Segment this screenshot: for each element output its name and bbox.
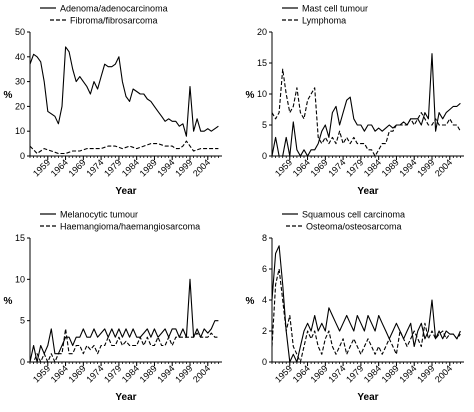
chart-2-x-axis-label: Year — [357, 186, 378, 197]
chart-3-legend-label-1: Melanocytic tumour — [60, 210, 138, 220]
chart-1-y-tick-label: 10 — [15, 126, 25, 136]
chart-4-x-tick-label: 1979 — [344, 363, 365, 384]
chart-3-x-tick-label: 1989 — [138, 363, 159, 384]
chart-2-legend-label-2: Lymphoma — [302, 16, 346, 26]
chart-4-x-tick-label: 1994 — [397, 363, 418, 384]
chart-1-x-tick-label: 2004 — [191, 157, 212, 178]
chart-1-x-axis-label: Year — [115, 186, 136, 197]
chart-2-x-tick-label: 1989 — [380, 157, 401, 178]
chart-3-y-axis-label: % — [4, 296, 13, 307]
chart-3-x-tick-label: 1994 — [155, 363, 176, 384]
chart-3-x-tick-label: 1984 — [120, 363, 141, 384]
chart-1-x-tick-label: 1984 — [120, 157, 141, 178]
chart-1-series-1-line — [29, 46, 219, 137]
chart-4-legend-label-2: Osteoma/osteosarcoma — [306, 222, 402, 232]
chart-1-x-tick-label: 1959 — [31, 157, 52, 178]
chart-3-y-tick-label: 5 — [20, 316, 25, 326]
chart-4-x-axis-label: Year — [357, 392, 378, 403]
chart-1-y-tick-label: 50 — [15, 27, 25, 37]
chart-1-legend-label-1: Adenoma/adenocarcinoma — [60, 4, 168, 14]
chart-2-y-tick-label: 15 — [257, 58, 267, 68]
chart-1-y-tick-label: 30 — [15, 77, 25, 87]
chart-1-x-tick-label: 1969 — [67, 157, 88, 178]
chart-2-x-tick-label: 1979 — [344, 157, 365, 178]
chart-3-x-tick-label: 1979 — [102, 363, 123, 384]
chart-3-x-tick-label: 1964 — [49, 363, 70, 384]
chart-4-x-tick-label: 1964 — [291, 363, 312, 384]
chart-2-series-1-line — [271, 53, 461, 157]
chart-2-y-tick-label: 20 — [257, 27, 267, 37]
chart-3-x-tick-label: 1959 — [31, 363, 52, 384]
chart-1-x-tick-label: 1994 — [155, 157, 176, 178]
chart-2-x-tick-label: 1964 — [291, 157, 312, 178]
chart-1-y-tick-label: 0 — [20, 151, 25, 161]
chart-4-series-1-line — [271, 245, 461, 363]
chart-1-y-axis-label: % — [4, 90, 13, 101]
chart-2-y-axis-label: % — [246, 90, 255, 101]
chart-4-x-tick-label: 1959 — [273, 363, 294, 384]
chart-2-y-tick-label: 5 — [262, 120, 267, 130]
chart-4-x-tick-label: 2004 — [433, 363, 454, 384]
chart-1-x-tick-label: 1999 — [173, 157, 194, 178]
chart-2-x-tick-label: 1994 — [397, 157, 418, 178]
chart-3-y-tick-label: 10 — [15, 274, 25, 284]
chart-4-series-2-line — [271, 268, 461, 363]
chart-4-x-tick-label: 1969 — [309, 363, 330, 384]
chart-4-x-tick-label: 1984 — [362, 363, 383, 384]
chart-3-x-tick-label: 1999 — [173, 363, 194, 384]
chart-1-series-2-line — [29, 140, 219, 155]
chart-1-y-tick-label: 40 — [15, 52, 25, 62]
chart-2-series-2-line — [271, 68, 461, 157]
chart-1-x-tick-label: 1974 — [84, 157, 105, 178]
chart-3-x-tick-label: 1969 — [67, 363, 88, 384]
chart-3-y-tick-label: 15 — [15, 233, 25, 243]
chart-4-y-tick-label: 0 — [262, 357, 267, 367]
chart-2-x-tick-label: 2004 — [433, 157, 454, 178]
chart-4-x-tick-label: 1999 — [415, 363, 436, 384]
chart-3-x-tick-label: 1974 — [84, 363, 105, 384]
chart-1-x-tick-label: 1964 — [49, 157, 70, 178]
chart-2-x-tick-label: 1974 — [326, 157, 347, 178]
chart-2-x-tick-label: 1999 — [415, 157, 436, 178]
chart-4-legend-label-1: Squamous cell carcinoma — [302, 210, 405, 220]
chart-3-legend-label-2: Haemangioma/haemangiosarcoma — [60, 222, 200, 232]
chart-2-legend-label-1: Mast cell tumour — [302, 4, 368, 14]
chart-3-series-1-line — [29, 278, 219, 363]
chart-4-y-tick-label: 6 — [262, 264, 267, 274]
chart-1-y-tick-label: 20 — [15, 101, 25, 111]
chart-2-y-tick-label: 10 — [257, 89, 267, 99]
chart-4-x-tick-label: 1989 — [380, 363, 401, 384]
chart-4-x-tick-label: 1974 — [326, 363, 347, 384]
chart-1-x-tick-label: 1989 — [138, 157, 159, 178]
chart-1-legend-label-2: Fibroma/fibrosarcoma — [70, 16, 158, 26]
chart-4-y-tick-label: 2 — [262, 326, 267, 336]
chart-2-x-tick-label: 1969 — [309, 157, 330, 178]
chart-4-y-tick-label: 8 — [262, 233, 267, 243]
chart-3-y-tick-label: 0 — [20, 357, 25, 367]
chart-4-y-tick-label: 4 — [262, 295, 267, 305]
chart-1-x-tick-label: 1979 — [102, 157, 123, 178]
chart-3-x-axis-label: Year — [115, 392, 136, 403]
chart-4-y-axis-label: % — [246, 296, 255, 307]
chart-3-x-tick-label: 2004 — [191, 363, 212, 384]
chart-2-x-tick-label: 1984 — [362, 157, 383, 178]
chart-3-series-2-line — [30, 328, 219, 363]
chart-2-x-tick-label: 1959 — [273, 157, 294, 178]
chart-2-y-tick-label: 0 — [262, 151, 267, 161]
